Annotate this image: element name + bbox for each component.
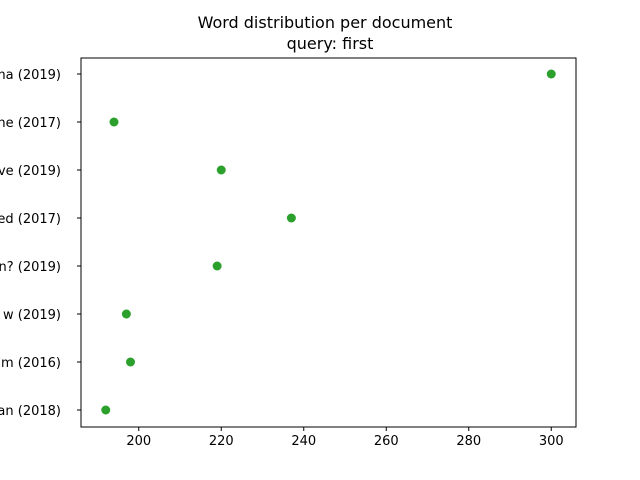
y-axis: ma (2019) ne (2017) ve (2019) ed (2017) n? (… xyxy=(0,68,81,419)
x-tick-label: 200 xyxy=(126,434,151,449)
y-tick-label: n? (2019) xyxy=(0,260,61,275)
x-axis: 200 220 240 260 280 300 xyxy=(126,427,564,449)
x-tick-label: 280 xyxy=(456,434,481,449)
x-tick-label: 240 xyxy=(291,434,316,449)
data-point xyxy=(546,69,556,79)
x-tick-label: 220 xyxy=(209,434,234,449)
y-tick-label: m (2016) xyxy=(1,356,61,371)
chart-title-line-1: Word distribution per document xyxy=(198,13,453,32)
data-points xyxy=(101,69,556,415)
y-tick-label: ed (2017) xyxy=(0,212,61,227)
y-tick-label: ve (2019) xyxy=(0,164,61,179)
y-tick-label: an (2018) xyxy=(0,404,61,419)
y-tick-label: ma (2019) xyxy=(0,68,61,83)
y-tick-label: ne (2017) xyxy=(0,116,61,131)
data-point xyxy=(101,405,111,415)
chart-title-line-2: query: first xyxy=(287,34,374,53)
y-tick-label: w (2019) xyxy=(3,308,61,323)
x-tick-label: 260 xyxy=(374,434,399,449)
plot-frame xyxy=(80,57,577,428)
data-point xyxy=(216,165,226,175)
x-tick-label: 300 xyxy=(539,434,564,449)
data-point xyxy=(212,261,222,271)
data-point xyxy=(286,213,296,223)
data-point xyxy=(121,309,131,319)
data-point xyxy=(126,357,135,367)
data-point xyxy=(109,117,119,127)
